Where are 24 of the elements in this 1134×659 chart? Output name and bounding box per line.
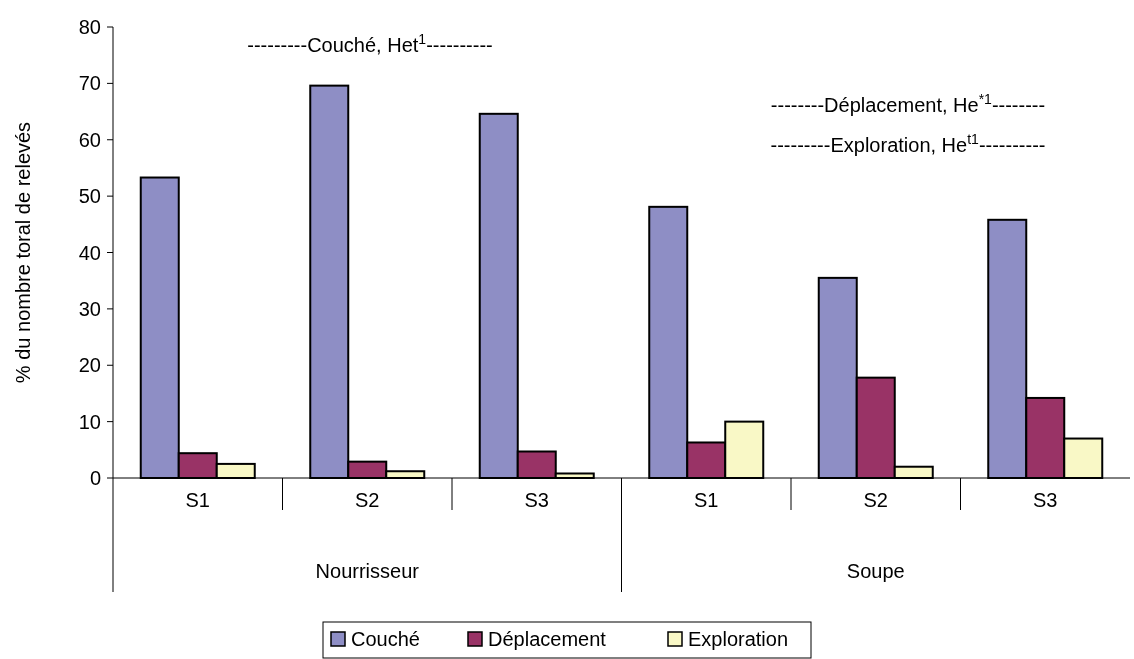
x-tick-label: S3 <box>1033 489 1058 511</box>
y-tick-label: 70 <box>78 72 101 95</box>
x-tick-label: S2 <box>863 489 888 511</box>
y-tick-label: 10 <box>78 410 101 433</box>
y-tick-label: 80 <box>78 16 101 38</box>
x-tick-label: S2 <box>355 489 380 511</box>
x-tick-label: S1 <box>694 489 719 511</box>
y-tick-label: 30 <box>78 297 101 320</box>
legend-label: Déplacement <box>488 628 607 650</box>
text: Nourrisseur <box>315 560 420 582</box>
y-tick-label: 20 <box>78 354 101 377</box>
y-tick-label: 50 <box>78 185 101 208</box>
y-axis-title: % du nombre toral de relevés <box>12 121 34 384</box>
annotation: --------Déplacement, He$^{*1}$-------- <box>770 91 1046 116</box>
legend-label: Couché <box>351 628 420 650</box>
annotation: ---------Couché, Het$^{1}$---------- <box>247 31 493 56</box>
y-tick-label: 0 <box>89 467 101 489</box>
y-tick-label: 40 <box>78 241 101 264</box>
text: Soupe <box>846 560 905 582</box>
y-tick-label: 60 <box>78 128 101 151</box>
x-tick-label: S3 <box>524 489 549 511</box>
legend-label: Exploration <box>688 628 789 650</box>
annotation: ---------Exploration, He$^{t1}$---------- <box>770 131 1046 156</box>
x-tick-label: S1 <box>185 489 210 511</box>
